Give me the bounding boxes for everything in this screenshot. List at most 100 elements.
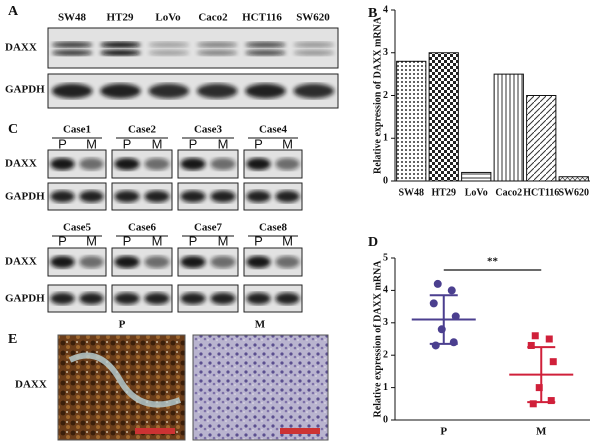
lane-label: M — [282, 136, 293, 151]
blot-band — [180, 190, 206, 203]
x-tick-label: HCT116 — [523, 187, 559, 198]
blot-band — [210, 157, 236, 171]
blot-band — [180, 157, 206, 171]
blot — [47, 73, 339, 109]
point — [429, 299, 438, 308]
point — [449, 338, 458, 347]
blot — [47, 27, 339, 69]
point — [529, 400, 537, 408]
lane-label: M — [152, 136, 163, 151]
y-tick-label: 5 — [383, 252, 388, 263]
y-tick-label: 2 — [383, 90, 388, 101]
y-tick-label: 0 — [383, 175, 388, 186]
blot-band — [144, 255, 170, 269]
blot-band — [293, 41, 335, 48]
point — [535, 384, 543, 392]
x-tick-label: LoVo — [465, 187, 488, 198]
blot-band — [51, 41, 93, 48]
blot-band — [114, 292, 140, 305]
y-tick-label: 2 — [383, 349, 388, 360]
blot-band — [196, 41, 238, 48]
blot-band — [210, 255, 236, 269]
blot-band — [50, 190, 75, 203]
blot-band — [50, 292, 75, 305]
annotation: ** — [487, 256, 499, 268]
x-tick-label: P — [440, 426, 447, 438]
bar — [558, 176, 589, 182]
blot-band — [144, 190, 170, 203]
blot-band — [50, 255, 75, 269]
lane-label: HCT116 — [242, 12, 282, 24]
case-label: Case6 — [128, 222, 157, 234]
point — [547, 397, 555, 405]
blot-band — [50, 157, 75, 171]
lane-label: M — [86, 136, 97, 151]
bar — [428, 52, 459, 182]
lane-label: P — [189, 233, 198, 248]
point — [433, 279, 442, 288]
blot-band — [148, 83, 190, 99]
row-label: DAXX — [5, 42, 37, 54]
lane-label: M — [152, 233, 163, 248]
lane-label: M — [86, 233, 97, 248]
y-axis-label: Relative expression of DAXX mRNA — [372, 16, 383, 174]
blot-band — [114, 157, 140, 171]
x-tick-label: SW620 — [558, 187, 589, 198]
panel-label: C — [8, 122, 18, 137]
blot-band — [245, 49, 286, 56]
case-label: Case4 — [259, 124, 288, 136]
blot-band — [79, 255, 104, 269]
blot-band — [210, 292, 236, 305]
lane-label: LoVo — [155, 12, 181, 24]
lane-label: P — [123, 233, 132, 248]
row-label: DAXX — [15, 379, 47, 391]
blot-band — [246, 255, 271, 269]
x-tick-label: M — [536, 426, 547, 438]
blot-band — [210, 190, 236, 203]
y-tick-label: 0 — [383, 414, 388, 425]
lane-label: Caco2 — [198, 12, 228, 24]
blot-band — [51, 49, 93, 56]
row-label: GAPDH — [5, 293, 45, 305]
blot-band — [100, 41, 141, 48]
blot-band — [180, 292, 206, 305]
blot-band — [100, 83, 141, 99]
x-tick-label: SW48 — [398, 187, 424, 198]
ihc-image — [192, 334, 329, 441]
scale-bar — [280, 428, 320, 434]
blot-band — [246, 157, 271, 171]
bar — [461, 171, 492, 182]
blot-band — [100, 49, 141, 56]
error-bar — [527, 346, 556, 404]
x-tick-label: HT29 — [432, 187, 456, 198]
x-tick-label: Caco2 — [495, 187, 522, 198]
y-tick-label: 3 — [383, 317, 388, 328]
case-label: Case3 — [194, 124, 223, 136]
case-label: Case2 — [128, 124, 157, 136]
point — [527, 341, 535, 349]
blot-band — [275, 255, 300, 269]
lane-label: P — [58, 136, 67, 151]
y-axis-label: Relative expression of DAXX mRNA — [372, 260, 383, 418]
blot-band — [293, 49, 335, 56]
y-tick-label: 4 — [383, 4, 388, 15]
lane-label: SW620 — [296, 12, 330, 24]
blot-band — [196, 83, 238, 99]
lane-label: SW48 — [58, 12, 87, 24]
blot-band — [245, 41, 286, 48]
lane-label: P — [254, 233, 263, 248]
y-tick-label: 3 — [383, 47, 388, 58]
point — [431, 341, 440, 350]
blot-band — [180, 255, 206, 269]
blot-band — [79, 292, 104, 305]
lane-label: HT29 — [107, 12, 134, 24]
lane-label: P — [189, 136, 198, 151]
case-label: Case5 — [63, 222, 92, 234]
row-label: DAXX — [5, 256, 37, 268]
blot-band — [275, 157, 300, 171]
bar — [526, 95, 557, 182]
blot-band — [79, 190, 104, 203]
y-tick-label: 4 — [383, 285, 388, 296]
bar — [493, 73, 524, 182]
